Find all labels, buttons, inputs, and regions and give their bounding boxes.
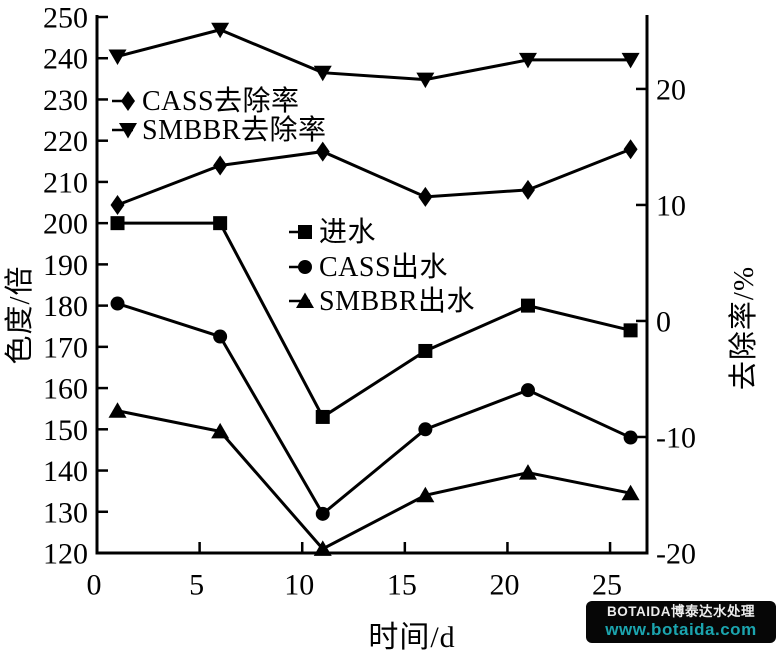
y-left-tick-label: 120 <box>43 538 88 571</box>
series-marker-0-2 <box>315 409 330 424</box>
series-marker-3-4 <box>520 179 535 200</box>
y-left-tick-label: 180 <box>43 290 88 323</box>
y-right-tick-label: -20 <box>656 538 696 571</box>
series-marker-1-2 <box>315 506 330 521</box>
series-marker-3-2 <box>315 141 330 162</box>
y-left-tick-label: 140 <box>43 455 88 488</box>
legend-label-smbbr-removal: SMBBR去除率 <box>142 115 327 146</box>
legend-label-influent: 进水 <box>319 217 377 248</box>
legend-marker-1 <box>298 260 312 274</box>
y-left-tick-label: 190 <box>43 249 88 282</box>
series-marker-2-4 <box>518 464 537 480</box>
y-left-tick-label: 130 <box>43 496 88 529</box>
series-marker-2-3 <box>416 486 435 503</box>
y-right-tick-label: 20 <box>656 73 686 106</box>
series-marker-1-4 <box>520 383 535 398</box>
legend-label-cass-effluent: CASS出水 <box>319 252 449 283</box>
x-tick-label: 20 <box>489 569 519 602</box>
x-tick-label: 0 <box>87 569 102 602</box>
series-marker-2-2 <box>313 540 332 556</box>
watermark-badge: BOTAIDA博泰达水处理 www.botaida.com <box>586 601 776 643</box>
y-left-tick-label: 200 <box>43 208 88 241</box>
y-right-tick-label: -10 <box>656 421 696 454</box>
legend-marker-2 <box>296 292 314 308</box>
legend-marker-4 <box>119 123 137 139</box>
series-line-3 <box>116 147 632 207</box>
series-marker-0-4 <box>520 298 535 313</box>
series-marker-2-0 <box>108 402 127 418</box>
series-marker-2-1 <box>211 422 230 439</box>
y-left-tick-label: 210 <box>43 166 88 199</box>
series-marker-0-0 <box>110 216 125 231</box>
y-left-tick-label: 160 <box>43 373 88 406</box>
watermark-url-text: www.botaida.com <box>605 619 757 639</box>
series-marker-0-3 <box>418 343 433 358</box>
series-marker-1-1 <box>213 329 228 344</box>
y-left-tick-label: 170 <box>43 331 88 364</box>
series-marker-4-2 <box>313 65 332 82</box>
series-marker-3-5 <box>623 139 638 160</box>
series-line-1 <box>117 302 632 517</box>
series-marker-1-0 <box>110 296 125 311</box>
y-axis-title-right: 去除率/% <box>728 265 760 391</box>
x-tick-label: 25 <box>592 569 622 602</box>
x-axis-title: 时间/d <box>368 621 456 654</box>
series-marker-4-5 <box>621 52 640 69</box>
x-tick-label: 15 <box>387 569 417 602</box>
x-tick-label: 5 <box>189 569 204 602</box>
y-right-tick-label: 10 <box>656 189 686 222</box>
legend-label-cass-removal: CASS去除率 <box>142 86 300 117</box>
series-line-2 <box>117 409 631 551</box>
legend-marker-3 <box>121 91 135 111</box>
series-marker-4-0 <box>108 49 127 65</box>
y-left-tick-label: 240 <box>43 43 88 76</box>
x-tick-label: 10 <box>284 569 314 602</box>
series-marker-4-3 <box>416 72 435 89</box>
y-left-tick-label: 220 <box>43 125 88 158</box>
series-marker-3-1 <box>213 155 228 176</box>
series-marker-3-3 <box>418 186 433 207</box>
y-right-tick-label: 0 <box>656 305 671 338</box>
y-left-tick-label: 230 <box>43 84 88 117</box>
series-marker-0-1 <box>213 216 228 231</box>
series-line-4 <box>117 28 631 82</box>
series-marker-1-3 <box>418 422 433 437</box>
series-marker-3-0 <box>110 194 125 215</box>
y-axis-title-left: 色度/倍 <box>4 265 36 365</box>
legend-marker-0 <box>298 225 312 239</box>
y-left-tick-label: 250 <box>43 2 88 35</box>
series-marker-2-5 <box>621 484 640 501</box>
series-marker-4-4 <box>518 52 537 69</box>
series-marker-1-5 <box>623 430 638 445</box>
series-marker-4-1 <box>211 22 230 39</box>
y-left-tick-label: 150 <box>43 414 88 447</box>
watermark-brand-text: BOTAIDA博泰达水处理 <box>607 604 755 620</box>
series-line-0 <box>117 221 631 420</box>
series-marker-0-5 <box>623 323 638 338</box>
legend-label-smbbr-effluent: SMBBR出水 <box>319 286 475 317</box>
